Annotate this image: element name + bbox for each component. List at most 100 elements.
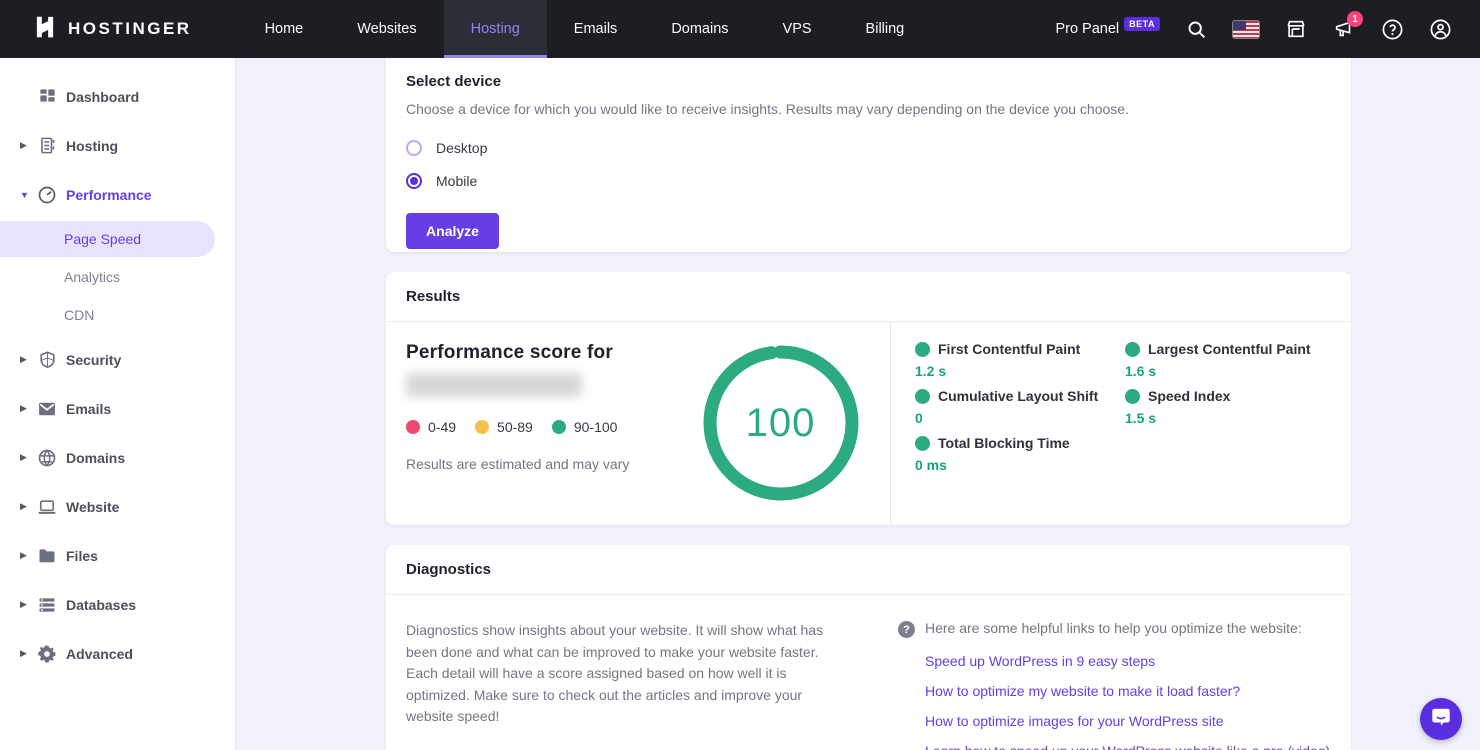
performance-icon <box>36 184 58 206</box>
chevron-right-icon: ▶ <box>20 140 27 150</box>
legend-item-low: 0-49 <box>406 419 456 435</box>
nav-item-websites[interactable]: Websites <box>357 21 417 37</box>
sidebar-subitem-cdn[interactable]: CDN <box>64 307 95 323</box>
results-title: Results <box>406 288 461 305</box>
results-disclaimer: Results are estimated and may vary <box>406 456 630 472</box>
sidebar-item-performance[interactable]: ▼ Performance <box>0 170 235 219</box>
metrics-grid: First Contentful Paint 1.2 s Largest Con… <box>891 322 1351 524</box>
analyze-button[interactable]: Analyze <box>406 213 499 249</box>
sidebar-subitem-analytics[interactable]: Analytics <box>64 269 121 285</box>
sidebar-item-domains[interactable]: ▶ Domains <box>0 433 235 482</box>
select-device-title: Select device <box>406 73 502 90</box>
metric-dot-green <box>1125 388 1140 404</box>
nav-item-billing[interactable]: Billing <box>865 21 905 37</box>
pro-panel-link[interactable]: Pro Panel BETA <box>1055 16 1160 42</box>
nav-item-vps[interactable]: VPS <box>782 21 812 37</box>
sidebar-item-dashboard[interactable]: Dashboard <box>0 72 235 121</box>
radio-button-mobile[interactable] <box>406 173 422 189</box>
top-navbar: HOSTINGER Home Websites Hosting Emails D… <box>0 0 1480 58</box>
sidebar-item-files[interactable]: ▶ Files <box>0 531 235 580</box>
chat-widget-button[interactable] <box>1420 698 1462 740</box>
metric-dot-green <box>915 341 930 357</box>
diagnostics-help-block: ? Here are some helpful links to help yo… <box>898 620 1331 750</box>
chat-icon <box>1430 706 1452 733</box>
chevron-right-icon: ▶ <box>20 403 27 413</box>
advanced-icon <box>36 643 58 665</box>
legend-dot-green <box>551 420 566 434</box>
help-link-optimize-images[interactable]: How to optimize images for your WordPres… <box>925 713 1224 729</box>
nav-item-emails[interactable]: Emails <box>573 21 618 37</box>
radio-button-desktop[interactable] <box>406 140 422 156</box>
account-icon[interactable] <box>1428 17 1452 41</box>
chevron-down-icon: ▼ <box>20 189 29 200</box>
databases-icon <box>36 594 58 616</box>
help-intro-text: Here are some helpful links to help you … <box>925 620 1302 636</box>
domains-icon <box>36 447 58 469</box>
website-icon <box>36 496 58 518</box>
files-icon <box>36 545 58 567</box>
nav-item-hosting[interactable]: Hosting <box>443 0 547 58</box>
help-link-optimize-website[interactable]: How to optimize my website to make it lo… <box>925 683 1241 699</box>
main-nav: Home Websites Hosting Emails Domains VPS… <box>238 0 932 58</box>
help-icon[interactable] <box>1380 17 1404 41</box>
results-card-header: Results <box>386 272 1351 322</box>
store-icon[interactable] <box>1284 17 1308 41</box>
pro-panel-label: Pro Panel <box>1055 21 1120 37</box>
nav-item-domains[interactable]: Domains <box>671 21 729 37</box>
score-heading: Performance score for <box>406 342 613 363</box>
score-gauge: 100 <box>671 342 890 524</box>
radio-option-mobile[interactable]: Mobile <box>406 171 1331 191</box>
help-link-speed-up-wordpress[interactable]: Speed up WordPress in 9 easy steps <box>925 653 1156 669</box>
diagnostics-description: Diagnostics show insights about your web… <box>406 622 824 724</box>
sidebar-item-advanced[interactable]: ▶ Advanced <box>0 629 235 678</box>
metric-first-contentful-paint: First Contentful Paint 1.2 s <box>915 341 1081 379</box>
metric-cumulative-layout-shift: Cumulative Layout Shift 0 <box>915 388 1099 426</box>
sidebar-item-databases[interactable]: ▶ Databases <box>0 580 235 629</box>
beta-badge: BETA <box>1124 17 1160 31</box>
diagnostics-card: Diagnostics Diagnostics show insights ab… <box>386 545 1351 750</box>
metric-speed-index: Speed Index 1.5 s <box>1125 388 1231 426</box>
legend-item-mid: 50-89 <box>475 419 533 435</box>
main-content: Select device Choose a device for which … <box>236 58 1480 750</box>
question-mark-icon: ? <box>898 621 915 638</box>
radio-option-desktop[interactable]: Desktop <box>406 138 1331 158</box>
brand-name: HOSTINGER <box>68 19 192 38</box>
metric-dot-green <box>915 388 930 404</box>
diagnostics-card-header: Diagnostics <box>386 545 1351 595</box>
chevron-right-icon: ▶ <box>20 354 27 364</box>
help-link-speed-up-video[interactable]: Learn how to speed up your WordPress web… <box>925 743 1331 750</box>
chevron-right-icon: ▶ <box>20 550 27 560</box>
metric-total-blocking-time: Total Blocking Time 0 ms <box>915 435 1070 473</box>
results-card: Results Performance score for 0-49 <box>386 272 1351 525</box>
sidebar-item-website[interactable]: ▶ Website <box>0 482 235 531</box>
select-device-description: Choose a device for which you would like… <box>406 101 1129 117</box>
redacted-site-name <box>406 373 582 397</box>
score-legend: 0-49 50-89 90-100 <box>406 419 671 435</box>
search-icon[interactable] <box>1184 17 1208 41</box>
results-body: Performance score for 0-49 50-89 <box>386 322 1351 524</box>
help-links-list: Speed up WordPress in 9 easy steps How t… <box>925 653 1331 750</box>
chevron-right-icon: ▶ <box>20 648 27 658</box>
legend-item-high: 90-100 <box>551 419 617 435</box>
language-flag-us[interactable] <box>1232 19 1260 39</box>
metric-largest-contentful-paint: Largest Contentful Paint 1.6 s <box>1125 341 1311 379</box>
chevron-right-icon: ▶ <box>20 452 27 462</box>
diagnostics-body: Diagnostics show insights about your web… <box>386 595 1351 750</box>
performance-score-value: 100 <box>745 400 816 445</box>
metric-dot-green <box>1125 341 1140 357</box>
sidebar-item-emails[interactable]: ▶ Emails <box>0 384 235 433</box>
legend-dot-red <box>406 420 420 434</box>
legend-dot-yellow <box>475 420 490 434</box>
hostinger-logo[interactable]: HOSTINGER <box>0 0 238 58</box>
notification-count-badge: 1 <box>1347 11 1363 27</box>
notifications-icon[interactable]: 1 <box>1332 11 1363 41</box>
score-column: Performance score for 0-49 50-89 <box>386 322 891 524</box>
chevron-right-icon: ▶ <box>20 599 27 609</box>
sidebar: Dashboard ▶ Hosting ▼ Performance Page S… <box>0 58 236 750</box>
sidebar-item-security[interactable]: ▶ Security <box>0 335 235 384</box>
sidebar-subitem-page-speed[interactable]: Page Speed <box>0 221 215 257</box>
nav-item-home[interactable]: Home <box>264 21 304 37</box>
emails-icon <box>36 398 58 420</box>
security-icon <box>36 349 58 371</box>
sidebar-item-hosting[interactable]: ▶ Hosting <box>0 121 235 170</box>
